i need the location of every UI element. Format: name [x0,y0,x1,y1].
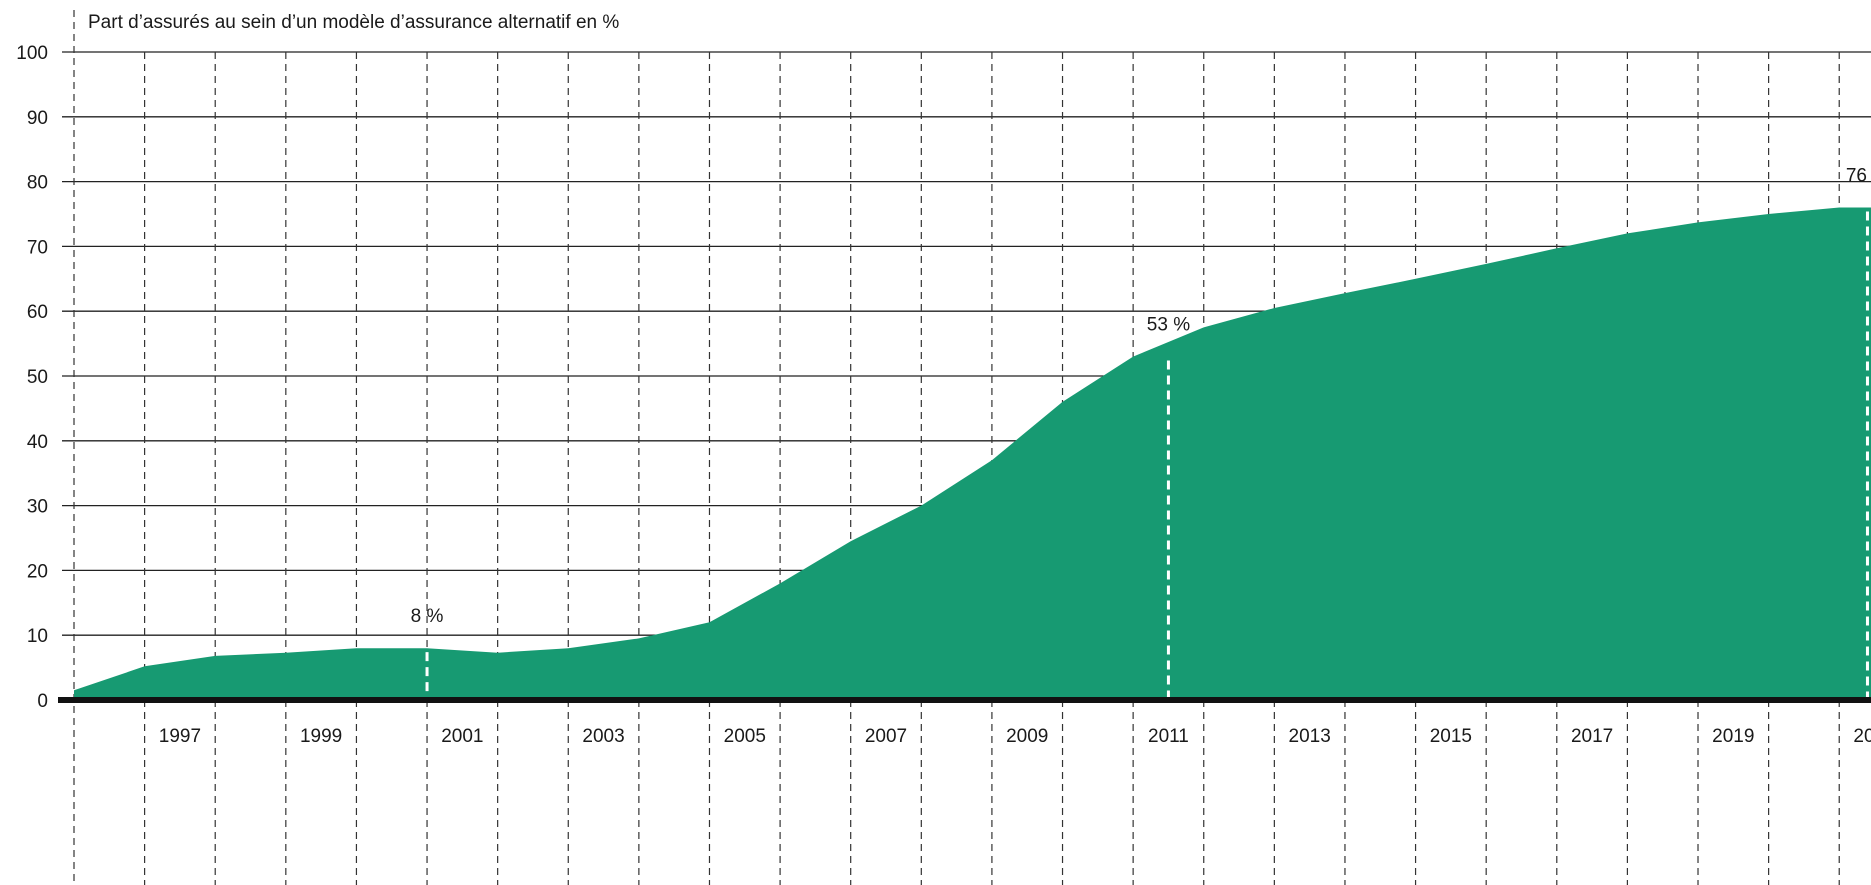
y-tick-label: 20 [27,561,48,582]
x-tick-label: 2013 [1289,726,1331,747]
annotation-label: 8 % [411,606,444,627]
x-tick-label: 2009 [1006,726,1048,747]
x-tick-label: 2005 [724,726,766,747]
y-tick-label: 90 [27,108,48,129]
x-tick-label: 2017 [1571,726,1613,747]
x-tick-label: 1997 [159,726,201,747]
x-tick-label: 2021 [1853,726,1871,747]
x-tick-labels: 1997 1999 2001 2003 2005 2007 2009 2011 2013 2015… [159,726,1871,747]
y-tick-label: 50 [27,367,48,388]
y-tick-label: 40 [27,432,48,453]
x-tick-label: 1999 [300,726,342,747]
area-series [74,207,1871,700]
x-tick-label: 2001 [441,726,483,747]
chart-title: Part d’assurés au sein d’un modèle d’ass… [88,12,619,33]
annotation-label: 76 % [1846,166,1871,187]
annotations: 8 % 53 % 76 % [411,166,1871,628]
x-tick-label: 2015 [1430,726,1472,747]
y-tick-labels: 0 10 20 30 40 50 60 70 80 90 100 [16,43,48,712]
y-tick-label: 60 [27,302,48,323]
marker-lines [425,211,1869,698]
y-tick-label: 70 [27,237,48,258]
x-tick-label: 2003 [582,726,624,747]
y-tick-label: 0 [37,691,48,712]
y-tick-label: 100 [16,43,48,64]
x-tick-label: 2019 [1712,726,1754,747]
y-tick-label: 10 [27,626,48,647]
x-tick-label: 2011 [1148,726,1189,747]
grid-layer [62,10,1871,885]
annotation-label: 53 % [1147,315,1190,336]
y-tick-label: 30 [27,497,48,518]
y-tick-label: 80 [27,173,48,194]
x-tick-label: 2007 [865,726,907,747]
